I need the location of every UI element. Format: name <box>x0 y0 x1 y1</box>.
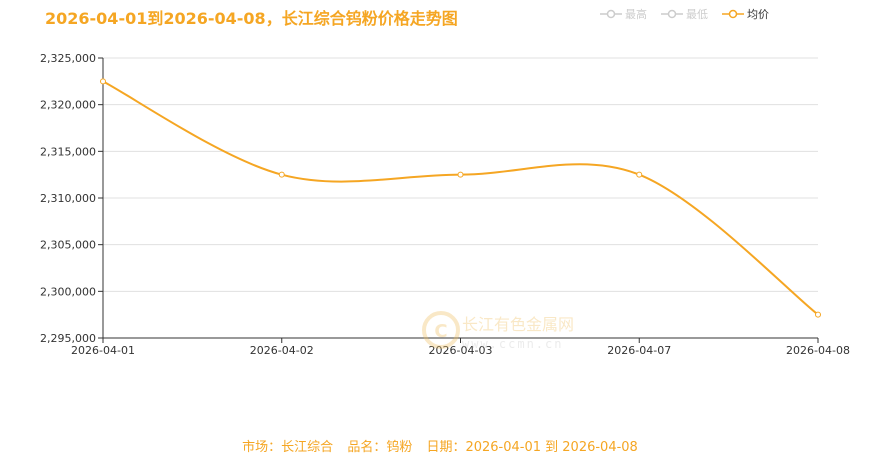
legend-label-avg: 均价 <box>747 8 769 21</box>
data-point[interactable] <box>278 171 285 178</box>
legend-line-icon <box>661 9 683 19</box>
y-tick-label: 2,295,000 <box>40 332 96 345</box>
chart-title: 2026-04-01到2026-04-08，长江综合钨粉价格走势图 <box>45 9 458 28</box>
x-tick-label: 2026-04-01 <box>71 344 135 357</box>
grid-lines <box>103 57 818 339</box>
footer-product: 品名：钨粉 <box>347 440 413 455</box>
y-tick-label: 2,315,000 <box>40 145 96 158</box>
data-point[interactable] <box>457 171 464 178</box>
watermark-logo-c: C <box>434 321 447 342</box>
chart-footer: 市场：长江综合 品名：钨粉 日期：2026-04-01 到 2026-04-08 <box>0 436 880 455</box>
data-point[interactable] <box>100 78 106 85</box>
watermark-cn-text: 长江有色金属网 <box>462 315 574 334</box>
data-point[interactable] <box>815 311 821 318</box>
legend-line-icon <box>600 9 622 19</box>
y-tick-label: 2,300,000 <box>40 285 96 298</box>
legend-item-low[interactable]: 最低 <box>661 6 708 22</box>
watermark-logo-icon <box>422 311 460 349</box>
x-tick-label: 2026-04-08 <box>786 344 850 357</box>
y-tick-label: 2,310,000 <box>40 192 96 205</box>
legend-label-high: 最高 <box>625 8 647 21</box>
legend-line-icon <box>722 9 744 19</box>
x-axis: 2026-04-01 2026-04-02 2026-04-03 2026-04-07… <box>71 337 850 357</box>
legend-item-avg[interactable]: 均价 <box>722 6 769 22</box>
legend-label-low: 最低 <box>686 8 708 21</box>
footer-market: 市场：长江综合 <box>242 440 334 455</box>
x-tick-label: 2026-04-02 <box>250 344 314 357</box>
footer-date: 日期：2026-04-01 到 2026-04-08 <box>426 440 638 455</box>
series-group <box>100 78 821 318</box>
x-tick-label: 2026-04-07 <box>607 344 671 357</box>
y-tick-label: 2,325,000 <box>40 52 96 65</box>
watermark-en-text: www.ccmn.cn <box>462 337 563 351</box>
y-tick-label: 2,305,000 <box>40 239 96 252</box>
data-point[interactable] <box>636 171 643 178</box>
y-axis: 2,295,000 2,300,000 2,305,000 2,310,000 2,31… <box>40 52 104 345</box>
x-tick-label: 2026-04-03 <box>429 344 493 357</box>
watermark: C 长江有色金属网 www.ccmn.cn <box>422 311 574 351</box>
y-tick-label: 2,320,000 <box>40 99 96 112</box>
legend-item-high[interactable]: 最高 <box>600 6 647 22</box>
chart-legend: 最高 最低 均价 <box>600 6 769 22</box>
